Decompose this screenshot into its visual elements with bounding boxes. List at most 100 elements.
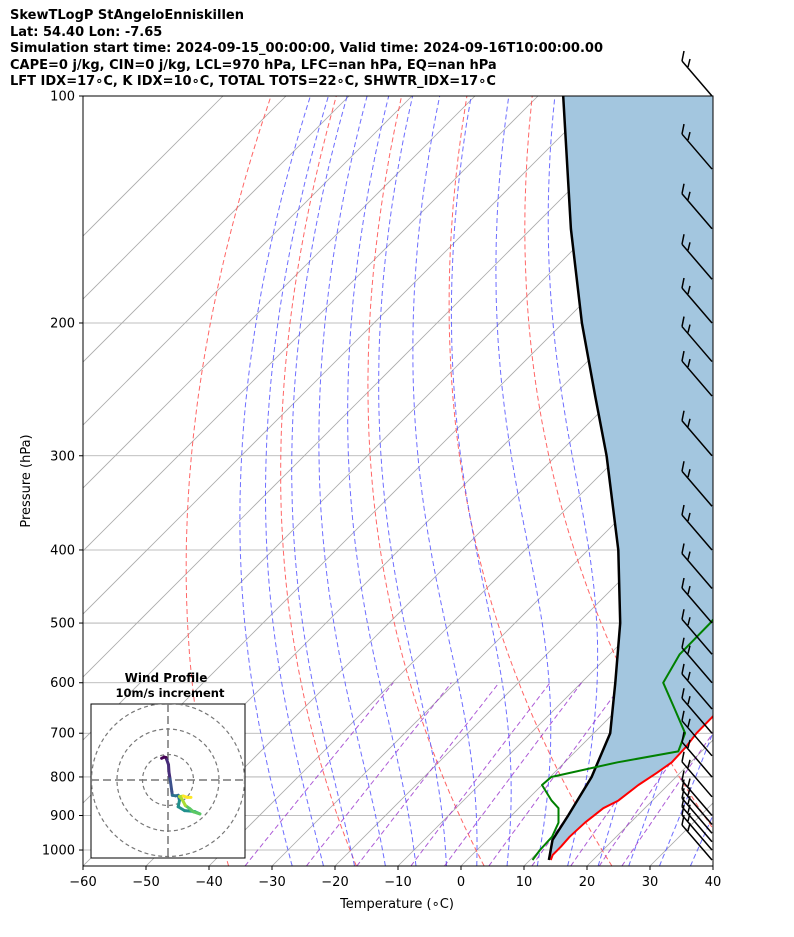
wind-barb — [681, 277, 713, 324]
y-tick-label: 100 — [50, 90, 75, 105]
isotherm-line — [83, 96, 413, 426]
time-line: Simulation start time: 2024-09-15_00:00:… — [10, 41, 603, 56]
y-tick-label: 400 — [50, 543, 75, 558]
isotherm-line — [83, 96, 665, 678]
isotherm-line — [334, 487, 713, 866]
wind-barb — [681, 350, 713, 397]
wind-barb — [681, 710, 713, 757]
axis-ticks: −60 −50 −40 −30 −20 −10 0 10 20 30 40 100 200 300 400 5… — [42, 90, 721, 891]
y-tick-label: 300 — [50, 449, 75, 464]
mixing-ratio-line — [356, 682, 500, 866]
x-tick-label: −60 — [69, 875, 96, 890]
mixing-ratio-line — [444, 682, 583, 866]
wind-barb — [681, 234, 713, 280]
x-tick-label: 30 — [642, 875, 659, 890]
x-axis-label: Temperature (∘C) — [339, 897, 454, 912]
isotherm-line — [83, 96, 287, 300]
moist-adiabat — [378, 96, 447, 866]
x-tick-label: 20 — [579, 875, 596, 890]
isotherm-line — [397, 550, 713, 866]
y-axis-label: Pressure (hPa) — [19, 434, 34, 527]
moist-adiabat — [265, 96, 329, 866]
chart-title: SkewTLogP StAngeloEnniskillen — [10, 8, 244, 23]
shaded-region — [548, 96, 713, 860]
dry-adiabat — [185, 96, 272, 866]
cape-line: CAPE=0 j/kg, CIN=0 j/kg, LCL=970 hPa, LF… — [10, 57, 497, 73]
wind-barb — [681, 637, 713, 684]
moist-adiabat — [495, 96, 552, 866]
mixing-ratio-line — [244, 682, 394, 866]
moist-adiabat — [318, 96, 386, 866]
cape-cin-shading — [548, 96, 713, 860]
wind-barb — [681, 461, 713, 507]
moist-adiabat — [721, 96, 794, 866]
moist-adiabat — [239, 96, 311, 866]
mixing-ratio-line — [410, 682, 551, 866]
wind-barb — [681, 410, 713, 457]
isotherm-line — [208, 361, 713, 866]
y-tick-label: 200 — [50, 316, 75, 331]
isotherm-line — [83, 96, 350, 363]
wind-barb — [681, 688, 713, 734]
temperature-line — [549, 714, 713, 861]
x-tick-label: −40 — [195, 875, 222, 890]
x-tick-label: 40 — [705, 875, 722, 890]
dewpoint-line — [531, 618, 713, 861]
x-tick-label: −20 — [321, 875, 348, 890]
wind-barb — [681, 504, 713, 551]
wind-barb — [681, 316, 713, 363]
wind-barb — [681, 731, 713, 778]
isotherm-line — [83, 96, 539, 552]
wind-barb — [681, 770, 713, 817]
parcel-line — [547, 96, 622, 861]
x-tick-label: 10 — [516, 875, 533, 890]
dry-adiabat — [728, 96, 794, 866]
isotherm-line — [271, 424, 713, 866]
moist-adiabat — [547, 96, 599, 866]
moist-adiabat — [628, 96, 713, 866]
x-tick-label: −30 — [258, 875, 285, 890]
wind-barb — [681, 751, 713, 798]
moist-adiabat — [659, 731, 713, 866]
hodograph-title: Wind Profile — [125, 671, 208, 685]
wind-barb — [681, 609, 713, 655]
mixing-ratio-line — [488, 682, 624, 866]
x-tick-label: 0 — [457, 875, 465, 890]
wind-barb — [681, 804, 713, 851]
y-tick-label: 600 — [50, 676, 75, 691]
mixing-ratio-line — [306, 682, 452, 866]
moist-adiabat — [412, 96, 478, 866]
moist-adiabat — [450, 96, 512, 866]
dry-adiabat — [367, 96, 485, 866]
location-line: Lat: 54.40 Lon: -7.65 — [10, 24, 163, 40]
profile-lines — [531, 96, 713, 861]
wind-barb — [681, 577, 713, 624]
moist-adiabat — [347, 96, 417, 866]
chart-header: SkewTLogP StAngeloEnniskillen Lat: 54.40… — [10, 8, 603, 91]
y-tick-label: 900 — [50, 809, 75, 824]
y-tick-label: 500 — [50, 617, 75, 632]
wind-barb — [681, 183, 713, 230]
dry-adiabat — [280, 96, 357, 866]
hodograph-inset: Wind Profile 10m/s increment — [90, 671, 246, 859]
isotherm-line — [83, 96, 602, 615]
wind-barb — [681, 50, 713, 97]
dry-adiabat — [448, 96, 613, 866]
hodograph-segment — [168, 777, 174, 793]
isotherm-line — [83, 96, 224, 237]
hodograph-subtitle: 10m/s increment — [116, 686, 225, 700]
wind-barbs — [681, 50, 713, 861]
moist-adiabat — [291, 96, 355, 866]
x-tick-label: −10 — [384, 875, 411, 890]
wind-barb — [681, 663, 713, 710]
y-tick-label: 700 — [50, 727, 75, 742]
wind-barb — [681, 123, 713, 170]
isotherm-line — [460, 613, 713, 866]
isotherm-line — [145, 298, 713, 866]
isotherm-line — [712, 865, 713, 866]
index-line: LFT IDX=17∘C, K IDX=10∘C, TOTAL TOTS=22∘… — [10, 74, 496, 89]
isotherm-line — [83, 96, 476, 489]
y-tick-label: 800 — [50, 770, 75, 785]
y-tick-label: 1000 — [42, 844, 75, 859]
